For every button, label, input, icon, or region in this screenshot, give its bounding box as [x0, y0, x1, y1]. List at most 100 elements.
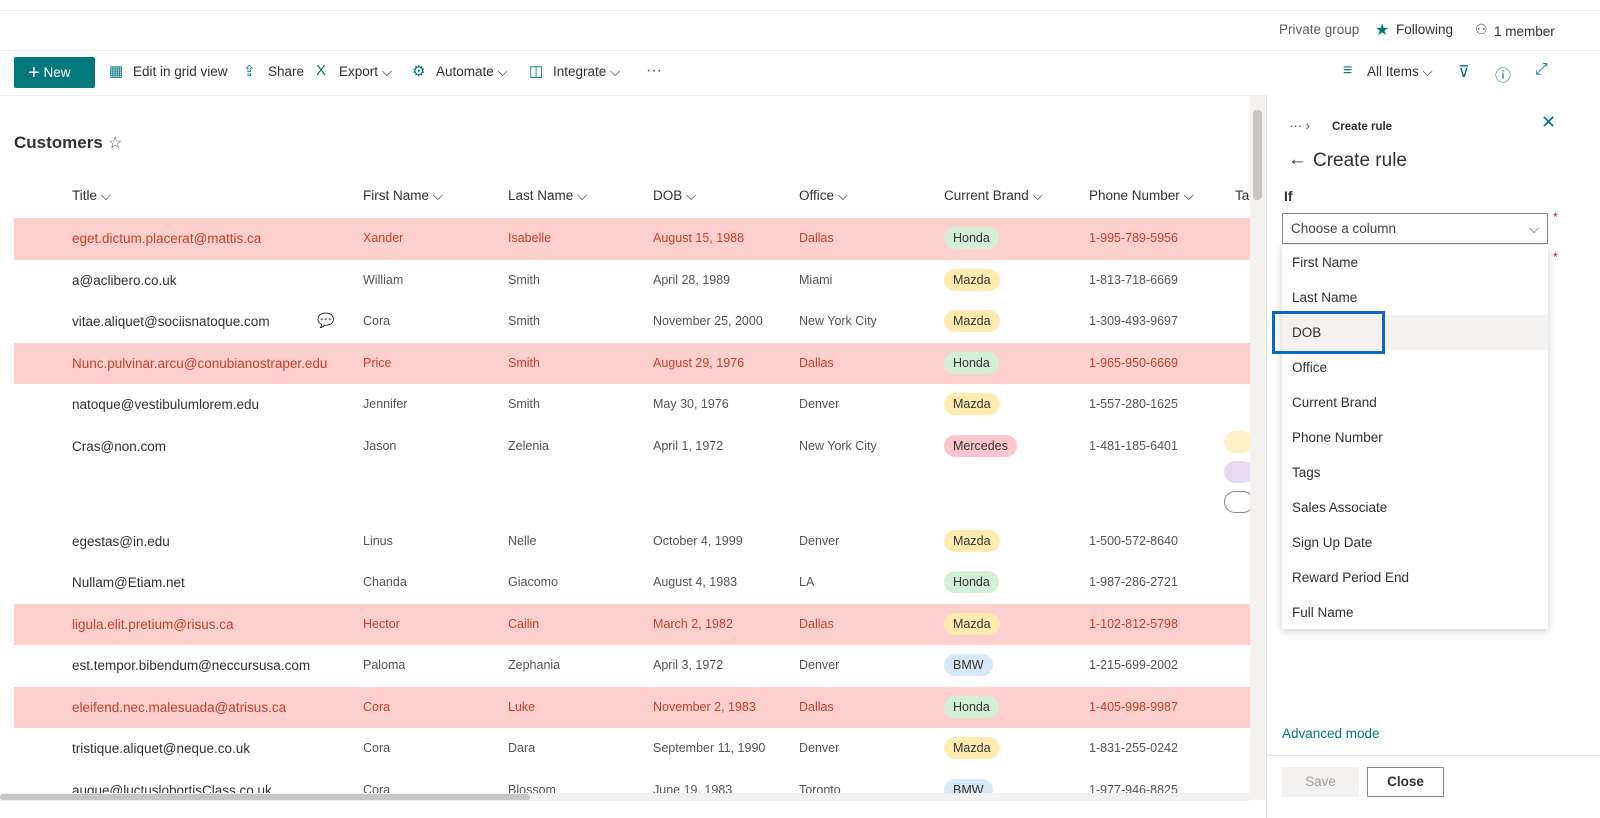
- column-header[interactable]: DOB ⌵: [653, 188, 697, 203]
- list-row[interactable]: eleifend.nec.malesuada@atrisus.ca Cora Luk…: [14, 686, 1250, 729]
- cell: Nunc.pulvinar.arcu@conubianostraper.edu: [72, 355, 328, 371]
- cell: Cailin: [508, 616, 540, 631]
- cell: Smith: [508, 397, 540, 411]
- brand-cell: Mazda: [944, 384, 1000, 425]
- list: Title ⌵ First Name ⌵ Last Name ⌵ DOB ⌵ Offic…: [14, 188, 1250, 800]
- brand-badge: Mazda: [944, 268, 1000, 291]
- toolbar-icon: ◫: [529, 63, 544, 80]
- list-row[interactable]: Cras@non.com Jason Zelenia April 1, 1972 New…: [14, 425, 1250, 522]
- column-label: Phone Number: [1089, 188, 1180, 203]
- toolbar-item[interactable]: Export ⌵: [339, 64, 393, 79]
- column-header[interactable]: Office ⌵: [799, 188, 848, 203]
- option[interactable]: Office: [1292, 360, 1328, 375]
- option[interactable]: Last Name: [1292, 290, 1358, 305]
- option[interactable]: Tags: [1292, 465, 1321, 480]
- view-label: All Items: [1367, 64, 1419, 79]
- cell: 1-557-280-1625: [1089, 397, 1178, 411]
- option[interactable]: DOB: [1282, 315, 1548, 350]
- toolbar-icon: ▦: [109, 63, 124, 80]
- option[interactable]: Reward Period End: [1292, 570, 1410, 585]
- toolbar-icon: ⚙: [412, 63, 426, 80]
- list-row[interactable]: Nunc.pulvinar.arcu@conubianostraper.edu P…: [14, 342, 1250, 385]
- list-title: Customers: [14, 133, 103, 152]
- column-header[interactable]: Current Brand ⌵: [944, 188, 1043, 203]
- required: *: [1553, 250, 1558, 264]
- cell: Smith: [508, 355, 540, 370]
- list-row[interactable]: vitae.aliquet@sociisnatoque.com Cora Smith…: [14, 301, 1250, 344]
- members[interactable]: 1 member: [1494, 24, 1555, 39]
- list-row[interactable]: eget.dictum.placerat@mattis.ca Xander Isab…: [14, 218, 1250, 261]
- toolbar-item[interactable]: Edit in grid view: [133, 64, 228, 79]
- toolbar-item[interactable]: Integrate ⌵: [553, 64, 621, 79]
- toolbar-item[interactable]: Share: [268, 64, 304, 79]
- cell: August 4, 1983: [653, 575, 738, 589]
- cell: Jason: [363, 438, 397, 453]
- cell: 1-965-950-6669: [1089, 355, 1178, 370]
- expand-icon[interactable]: ⤢: [1535, 61, 1548, 78]
- cell: 1-813-718-6669: [1089, 272, 1178, 287]
- scrollbar: [1250, 96, 1265, 800]
- brand-badge: Honda: [944, 351, 999, 374]
- column-header[interactable]: Title ⌵: [72, 188, 111, 203]
- new-button[interactable]: + New: [14, 57, 95, 88]
- cell: William: [363, 272, 404, 287]
- breadcrumb: Create rule: [1332, 121, 1393, 133]
- column-header[interactable]: Tags: [1235, 188, 1250, 203]
- column-label: Last Name: [508, 188, 574, 203]
- column-label: First Name: [363, 188, 430, 203]
- following[interactable]: Following: [1396, 22, 1454, 37]
- option[interactable]: Full Name: [1292, 605, 1354, 620]
- filter-icon[interactable]: ⊽: [1458, 64, 1470, 81]
- column-header[interactable]: Phone Number ⌵: [1089, 188, 1194, 203]
- list-row[interactable]: est.tempor.bibendum@neccursusa.com Paloma…: [14, 645, 1250, 688]
- required: *: [1553, 210, 1558, 224]
- person-icon: ⚇: [1475, 21, 1488, 37]
- dropdown-menu: [1282, 245, 1548, 629]
- selection-box: [1272, 311, 1385, 354]
- advanced-mode[interactable]: Advanced mode: [1282, 726, 1380, 741]
- brand-cell: Honda: [944, 343, 999, 384]
- list-row[interactable]: natoque@vestibulumlorem.edu Jennifer Smith…: [14, 384, 1250, 427]
- close-button[interactable]: Close: [1367, 767, 1444, 797]
- option[interactable]: Sales Associate: [1292, 500, 1388, 515]
- column-dropdown[interactable]: Choose a column ⌵: [1282, 213, 1548, 244]
- favorite[interactable]: ☆: [108, 135, 123, 152]
- save-button[interactable]: Save: [1282, 767, 1359, 797]
- if-label: If: [1284, 188, 1293, 204]
- toolbar-item[interactable]: Automate ⌵: [436, 64, 508, 79]
- cell: Denver: [799, 533, 840, 548]
- cell: tristique.aliquet@neque.co.uk: [72, 741, 251, 756]
- column-header[interactable]: Last Name ⌵: [508, 188, 588, 203]
- panel-close-icon[interactable]: ✕: [1541, 112, 1557, 132]
- back-arrow[interactable]: ←: [1288, 149, 1307, 170]
- cell: Dallas: [799, 616, 834, 631]
- cell: eget.dictum.placerat@mattis.ca: [72, 231, 262, 246]
- cell: Cras@non.com: [72, 438, 166, 454]
- list-row[interactable]: a@aclibero.co.uk William Smith April 28, 19…: [14, 259, 1250, 302]
- option[interactable]: Current Brand: [1292, 395, 1377, 410]
- option[interactable]: Phone Number: [1292, 430, 1383, 445]
- column-label: Tags: [1235, 188, 1250, 203]
- list-row[interactable]: Nullam@Etiam.net Chanda Giacomo August 4, 1…: [14, 562, 1250, 605]
- toolbar-label: Share: [268, 64, 305, 79]
- cell: 1-831-255-0242: [1089, 741, 1178, 755]
- view[interactable]: All Items ⌵: [1367, 64, 1433, 79]
- cell: Denver: [799, 658, 840, 672]
- info-icon[interactable]: ⓘ: [1495, 68, 1512, 85]
- list-row[interactable]: egestas@in.edu Linus Nelle October 4, 1999 D…: [14, 520, 1250, 563]
- view-icon: ≡: [1343, 62, 1353, 79]
- option[interactable]: First Name: [1292, 255, 1359, 270]
- more[interactable]: ···: [646, 62, 662, 79]
- list-row[interactable]: tristique.aliquet@neque.co.uk Cora Dara Sep…: [14, 728, 1250, 771]
- top-divider: [0, 10, 1600, 11]
- list-row[interactable]: ligula.elit.pretium@risus.ca Hector Cailin…: [14, 603, 1250, 646]
- cell: est.tempor.bibendum@neccursusa.com: [72, 658, 311, 673]
- brand-cell: Honda: [944, 218, 999, 259]
- option[interactable]: Sign Up Date: [1292, 535, 1373, 550]
- column-header[interactable]: First Name ⌵: [363, 188, 443, 203]
- cell: Isabelle: [508, 231, 552, 245]
- cell: 1-500-572-8640: [1089, 533, 1178, 548]
- column-label: DOB: [653, 188, 683, 203]
- breadcrumb-more[interactable]: ··· ›: [1289, 118, 1310, 133]
- brand-cell: Honda: [944, 687, 999, 728]
